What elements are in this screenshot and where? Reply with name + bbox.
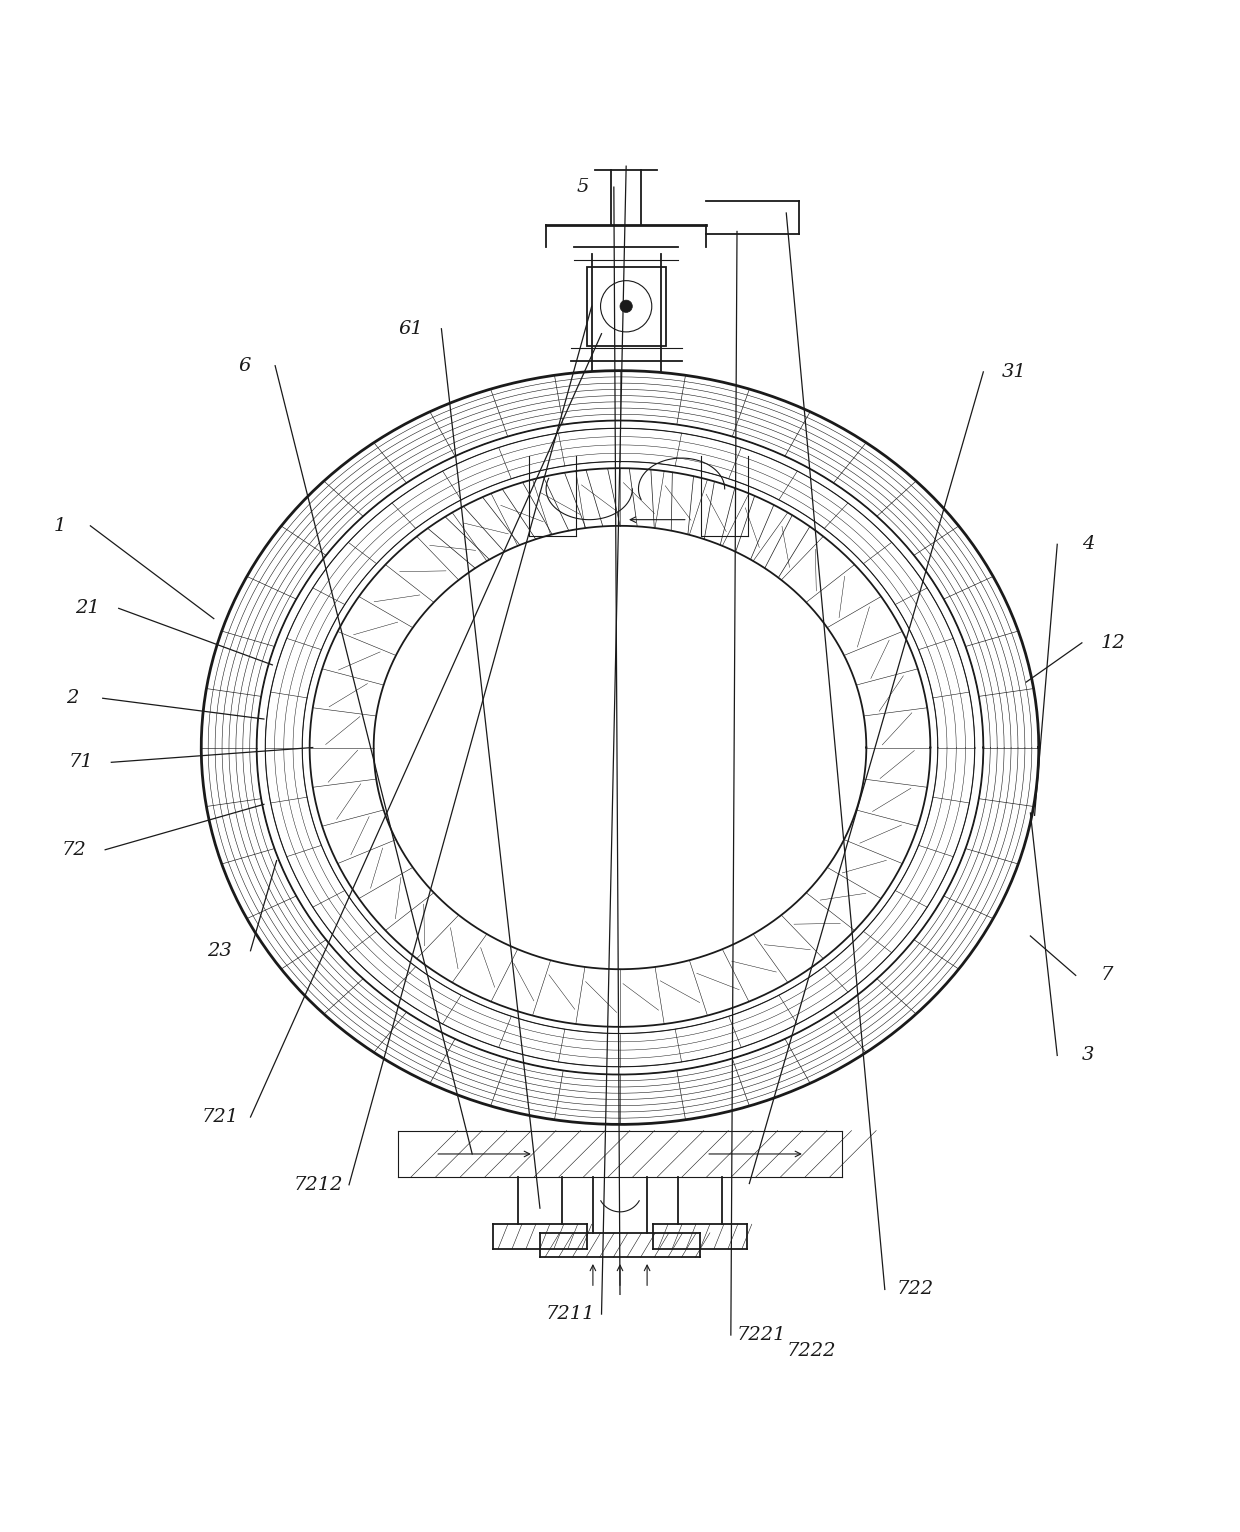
Text: 7211: 7211: [546, 1305, 595, 1324]
Text: 12: 12: [1100, 634, 1125, 651]
Bar: [587, 267, 666, 346]
Text: 7212: 7212: [294, 1175, 343, 1193]
Text: 5: 5: [577, 178, 589, 196]
Text: 61: 61: [398, 320, 423, 337]
Circle shape: [620, 300, 632, 313]
Text: 721: 721: [201, 1108, 238, 1126]
Text: 21: 21: [76, 599, 100, 617]
Text: 1: 1: [53, 516, 66, 535]
Text: 3: 3: [1081, 1046, 1094, 1065]
Text: 2: 2: [66, 689, 78, 708]
Text: 71: 71: [68, 754, 93, 771]
Text: 72: 72: [62, 841, 87, 859]
Text: 7222: 7222: [786, 1342, 836, 1360]
Text: 7221: 7221: [737, 1327, 786, 1344]
Text: 7: 7: [1100, 967, 1112, 985]
Text: 6: 6: [238, 357, 250, 375]
Text: 23: 23: [207, 942, 232, 959]
Text: 31: 31: [1002, 363, 1027, 381]
Text: 4: 4: [1081, 535, 1094, 553]
Text: 722: 722: [897, 1281, 934, 1299]
